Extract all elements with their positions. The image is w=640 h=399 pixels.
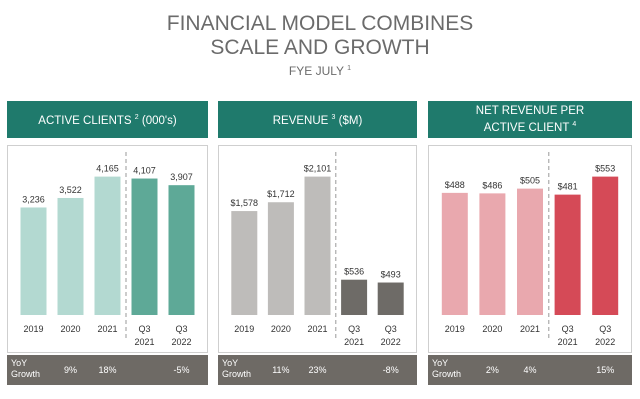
footnote-mark: 1	[347, 65, 352, 72]
header-text: ACTIVE CLIENTS 2 (000's)	[38, 111, 176, 128]
footnote-mark: 4	[572, 121, 577, 129]
title: FINANCIAL MODEL COMBINES SCALE AND GROWT…	[0, 12, 640, 60]
bar	[377, 282, 404, 315]
x-tick-label: 2019	[234, 324, 254, 334]
x-tick-label: 2021	[520, 324, 540, 334]
header-title: NET REVENUE PER ACTIVE CLIENT	[475, 105, 585, 134]
growth-value: -8%	[383, 365, 399, 375]
value-label: $1,578	[231, 198, 259, 208]
panel-header: NET REVENUE PER ACTIVE CLIENT 4	[428, 101, 632, 138]
bar	[592, 176, 619, 315]
panel-frame	[218, 145, 417, 353]
title-line: FINANCIAL MODEL COMBINES	[166, 12, 474, 35]
value-label: $2,101	[304, 164, 332, 174]
x-tick-label: 2021	[97, 324, 117, 334]
x-tick-label: Q3 2022	[595, 324, 615, 347]
bar	[267, 202, 294, 315]
subtitle-text: FYE JULY	[288, 64, 344, 78]
bar	[517, 188, 543, 315]
value-label: $488	[445, 180, 465, 190]
x-tick-label: 2020	[271, 324, 291, 334]
bar	[554, 194, 581, 315]
value-label: 4,107	[133, 166, 156, 176]
x-tick-label: 2020	[60, 324, 80, 334]
header-text: NET REVENUE PER ACTIVE CLIENT 4	[460, 104, 600, 135]
bar	[20, 207, 47, 315]
header-unit: (000's)	[141, 114, 177, 127]
growth-value: 2%	[486, 365, 499, 375]
x-tick-label: Q3 2021	[558, 324, 578, 347]
value-label: $486	[482, 180, 502, 190]
panel-frame	[7, 145, 208, 353]
bar	[231, 211, 258, 315]
value-label: $536	[344, 267, 364, 277]
bar	[341, 279, 368, 315]
subtitle: FYE JULY 1	[0, 64, 640, 78]
growth-row	[218, 355, 417, 385]
bar	[479, 193, 506, 315]
growth-label: YoY Growth	[11, 358, 40, 379]
value-label: $481	[558, 182, 578, 192]
header-text: REVENUE 3 ($M)	[273, 111, 363, 128]
growth-value: -5%	[173, 365, 189, 375]
value-label: $553	[595, 164, 615, 174]
panel-frame	[428, 145, 632, 353]
x-tick-label: 2020	[482, 324, 502, 334]
growth-value: 23%	[308, 365, 326, 375]
value-label: $493	[381, 270, 401, 280]
value-label: 3,236	[22, 194, 45, 204]
growth-value: 4%	[523, 365, 536, 375]
growth-value: 18%	[98, 365, 116, 375]
value-label: $1,712	[267, 189, 295, 199]
x-tick-label: Q3 2022	[171, 324, 191, 347]
growth-value: 15%	[596, 365, 614, 375]
panel-header: REVENUE 3 ($M)	[218, 101, 417, 138]
value-label: 4,165	[96, 164, 119, 174]
x-tick-label: Q3 2021	[134, 324, 154, 347]
growth-label: YoY Growth	[222, 358, 251, 379]
bar	[131, 178, 158, 315]
x-tick-label: 2021	[307, 324, 327, 334]
bar	[441, 192, 468, 315]
bar	[57, 197, 84, 315]
growth-row	[7, 355, 208, 385]
header-title: ACTIVE CLIENTS	[38, 114, 132, 127]
growth-value: 9%	[64, 365, 77, 375]
panel-header: ACTIVE CLIENTS 2 (000's)	[7, 101, 208, 138]
growth-label: YoY Growth	[432, 358, 461, 379]
x-tick-label: Q3 2021	[344, 324, 364, 347]
x-tick-label: 2019	[23, 324, 43, 334]
growth-row	[428, 355, 632, 385]
x-tick-label: 2019	[445, 324, 465, 334]
bar	[94, 176, 121, 315]
bar	[304, 176, 331, 315]
bar	[168, 185, 195, 315]
value-label: $505	[520, 176, 540, 186]
title-line: SCALE AND GROWTH	[210, 36, 430, 59]
footnote-mark: 3	[331, 114, 336, 122]
footnote-mark: 2	[134, 114, 139, 122]
x-tick-label: Q3 2022	[381, 324, 401, 347]
header-unit: ($M)	[338, 114, 363, 127]
value-label: 3,522	[59, 185, 82, 195]
value-label: 3,907	[170, 172, 193, 182]
growth-value: 11%	[272, 365, 289, 375]
header-title: REVENUE	[272, 114, 329, 127]
